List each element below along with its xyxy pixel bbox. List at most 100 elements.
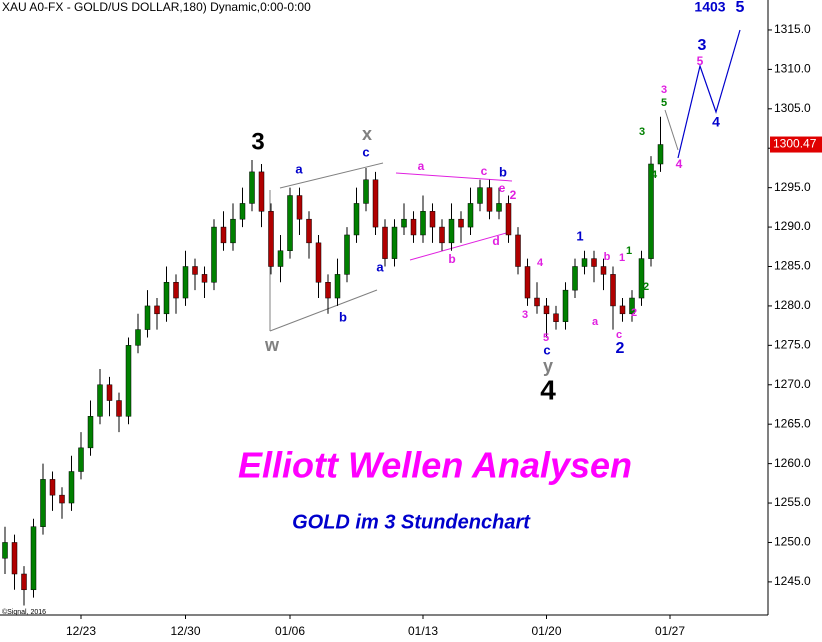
candle-body: [249, 171, 255, 204]
candle-body: [116, 400, 122, 417]
wave-label: e: [499, 181, 506, 195]
candle-body: [334, 274, 341, 299]
candle-body: [477, 187, 483, 204]
candle-body: [173, 282, 179, 299]
candle-body: [268, 211, 274, 267]
y-tick-label: 1315.0: [774, 22, 811, 36]
trend-line: [664, 109, 679, 151]
wave-label: a: [418, 159, 425, 173]
candle-body: [125, 345, 132, 417]
candle-body: [524, 266, 531, 299]
candle-body: [467, 203, 474, 228]
headline: Elliott Wellen Analysen: [238, 445, 632, 486]
candle-body: [21, 573, 27, 591]
x-tick-label: 01/06: [275, 624, 305, 638]
wave-label: c: [616, 329, 622, 341]
projection-line: [677, 29, 741, 159]
wave-label: 2: [643, 281, 649, 293]
y-tick-label: 1260.0: [774, 456, 811, 470]
candle-body: [591, 258, 597, 267]
candle-body: [135, 329, 141, 346]
wave-label: 1: [576, 228, 583, 243]
candle-body: [401, 218, 407, 228]
wave-label: 5: [697, 54, 704, 68]
candle-body: [429, 211, 436, 228]
candle-body: [439, 226, 445, 244]
candle-body: [163, 282, 170, 315]
candle-body: [106, 384, 113, 401]
wave-label: y: [543, 356, 553, 376]
candle-body: [68, 471, 75, 504]
candle-body: [610, 274, 616, 307]
candle-body: [192, 266, 198, 275]
wave-label: 5: [661, 97, 667, 109]
candle-body: [600, 266, 607, 275]
wave-label: a: [376, 259, 384, 274]
candle-body: [581, 258, 588, 267]
wave-label: 3: [522, 309, 528, 321]
wave-label: 3: [698, 37, 707, 54]
candle-body: [78, 447, 84, 472]
wave-label: 4: [651, 169, 658, 181]
candle-body: [2, 542, 8, 559]
candle-body: [154, 305, 160, 315]
x-tick-label: 01/27: [655, 624, 685, 638]
candle-body: [277, 250, 284, 267]
wave-label: 3: [251, 128, 264, 155]
candle-body: [59, 494, 65, 504]
candle-body: [562, 289, 569, 322]
trend-line: [409, 231, 511, 261]
y-tick-label: 1280.0: [774, 298, 811, 312]
wave-label: 4: [540, 374, 556, 405]
wave-label: 2: [631, 307, 637, 319]
candle-body: [638, 258, 645, 299]
candle-body: [344, 234, 350, 275]
wave-label: 5: [736, 0, 745, 16]
candle-body: [30, 526, 37, 591]
wave-label: 2: [616, 340, 625, 357]
candle-body: [11, 542, 18, 575]
wave-label: c: [543, 342, 550, 357]
trend-line: [269, 289, 378, 332]
price-label: 1300.47: [773, 137, 817, 151]
wave-label: 1: [619, 252, 625, 264]
x-tick-label: 01/20: [531, 624, 561, 638]
y-tick-label: 1310.0: [774, 62, 811, 76]
candle-body: [372, 179, 379, 228]
credit: ©Signal, 2016: [2, 608, 46, 616]
candle-body: [410, 218, 417, 236]
wave-label: c: [481, 164, 488, 178]
x-tick-label: 12/23: [66, 624, 96, 638]
wave-label: b: [604, 251, 611, 263]
candle-body: [353, 203, 360, 236]
candle-body: [315, 242, 322, 283]
wave-label: 1: [626, 245, 632, 257]
y-tick-label: 1275.0: [774, 338, 811, 352]
trend-line: [395, 172, 513, 182]
wave-label: b: [448, 252, 455, 266]
candle-body: [230, 218, 236, 244]
candle-body: [543, 305, 550, 315]
y-tick-label: 1295.0: [774, 180, 811, 194]
candle-body: [458, 218, 464, 228]
x-tick-label: 01/13: [408, 624, 438, 638]
candle-body: [306, 218, 312, 244]
y-tick-label: 1285.0: [774, 259, 811, 273]
wave-label: 5: [543, 332, 549, 344]
candle-body: [49, 479, 56, 496]
y-tick-label: 1255.0: [774, 495, 811, 509]
candle-body: [239, 203, 246, 220]
candle-body: [629, 297, 635, 315]
wave-label: 4: [676, 157, 683, 171]
y-tick-label: 1265.0: [774, 416, 811, 430]
candle-body: [448, 218, 455, 244]
wave-label: b: [339, 309, 347, 324]
wave-label: a: [592, 316, 599, 328]
x-tick-label: 12/30: [170, 624, 200, 638]
candle-body: [515, 234, 521, 267]
trend-line: [279, 162, 384, 189]
candle-body: [648, 163, 654, 259]
candle-body: [201, 274, 208, 283]
